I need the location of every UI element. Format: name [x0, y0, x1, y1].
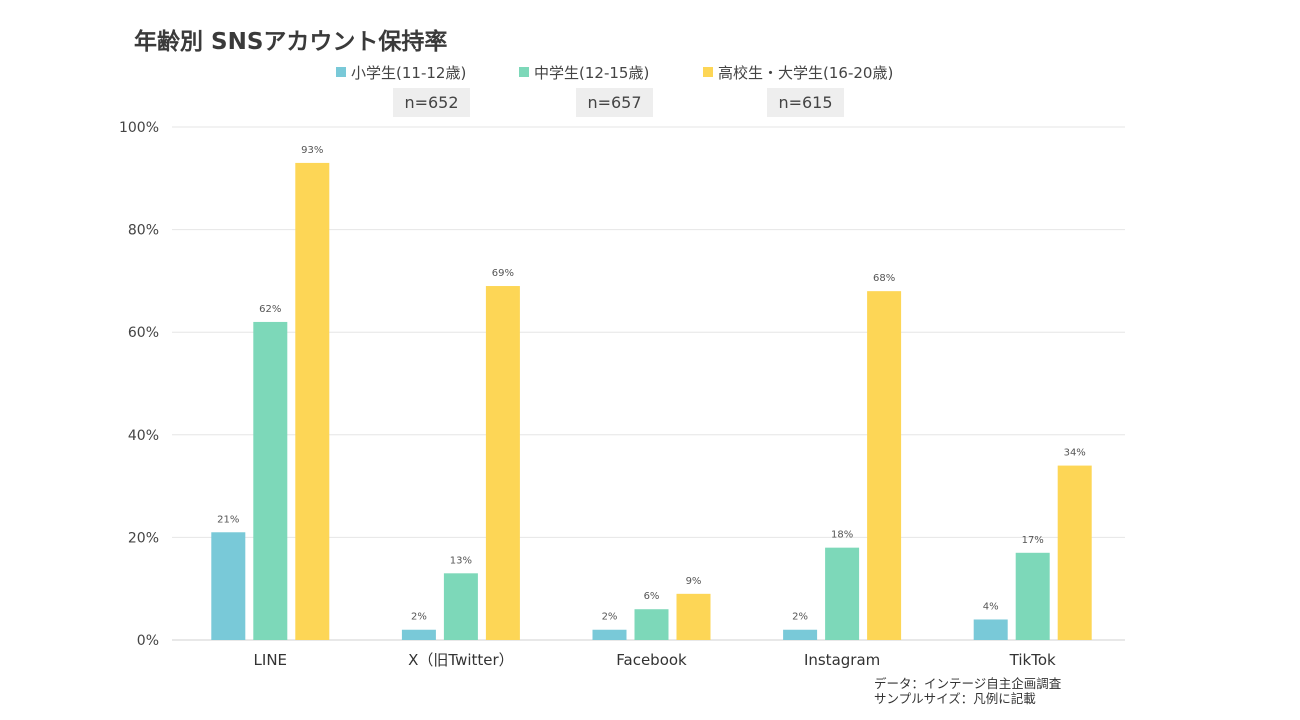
x-tick-label: Instagram	[804, 651, 880, 669]
legend-item-junior-high: 中学生(12-15歳)	[519, 60, 649, 84]
x-tick-label: X（旧Twitter）	[408, 651, 514, 669]
data-label: 4%	[983, 601, 999, 612]
bar	[211, 532, 246, 640]
data-label: 69%	[492, 268, 514, 279]
legend-swatch-high-school-university	[703, 67, 713, 77]
data-label: 21%	[217, 514, 239, 525]
sample-size-elementary: n=652	[393, 88, 470, 117]
sample-size-junior-high: n=657	[576, 88, 653, 117]
data-label: 2%	[792, 612, 808, 623]
legend-label-junior-high: 中学生(12-15歳)	[534, 63, 650, 82]
data-label: 18%	[831, 530, 853, 541]
bar	[634, 609, 669, 640]
bar	[443, 573, 478, 640]
data-label: 68%	[873, 273, 895, 284]
bar	[783, 629, 818, 640]
sample-size-high-school-university: n=615	[767, 88, 844, 117]
x-tick-label: Facebook	[616, 651, 687, 669]
source-note: データ：インテージ自主企画調査 サンプルサイズ：凡例に記載	[874, 676, 1061, 706]
bar	[253, 321, 288, 640]
data-label: 2%	[411, 612, 427, 623]
y-tick-label: 60%	[128, 325, 159, 341]
data-label: 9%	[686, 576, 702, 587]
y-tick-label: 40%	[128, 428, 159, 444]
legend-item-elementary: 小学生(11-12歳)	[336, 60, 466, 84]
bar	[1057, 465, 1092, 640]
bar	[295, 162, 330, 640]
bar	[401, 629, 436, 640]
legend-swatch-junior-high	[519, 67, 529, 77]
bar	[676, 593, 711, 640]
data-label: 13%	[450, 555, 472, 566]
legend: 小学生(11-12歳) 中学生(12-15歳) 高校生・大学生(16-20歳)	[0, 60, 1300, 84]
data-label: 2%	[602, 612, 618, 623]
data-label: 93%	[301, 145, 323, 156]
data-label: 17%	[1022, 535, 1044, 546]
legend-label-high-school-university: 高校生・大学生(16-20歳)	[718, 63, 894, 82]
x-tick-label: LINE	[254, 651, 287, 669]
chart-title: 年齢別 SNSアカウント保持率	[134, 29, 448, 55]
legend-label-elementary: 小学生(11-12歳)	[351, 63, 467, 82]
bar	[1015, 552, 1050, 640]
y-tick-label: 100%	[119, 120, 159, 136]
source-line-data: データ：インテージ自主企画調査	[874, 676, 1062, 691]
data-label: 6%	[644, 591, 660, 602]
bar	[867, 291, 902, 640]
y-tick-label: 80%	[128, 223, 159, 239]
bar	[592, 629, 627, 640]
x-tick-label: TikTok	[1009, 651, 1056, 669]
y-tick-label: 0%	[137, 633, 159, 649]
bar	[973, 619, 1008, 640]
y-tick-label: 20%	[128, 530, 159, 546]
legend-swatch-elementary	[336, 67, 346, 77]
bar	[825, 547, 860, 640]
source-line-sample: サンプルサイズ：凡例に記載	[874, 691, 1036, 706]
data-label: 34%	[1064, 448, 1086, 459]
bar	[485, 286, 520, 640]
data-label: 62%	[259, 304, 281, 315]
legend-item-high-school-university: 高校生・大学生(16-20歳)	[703, 60, 893, 84]
